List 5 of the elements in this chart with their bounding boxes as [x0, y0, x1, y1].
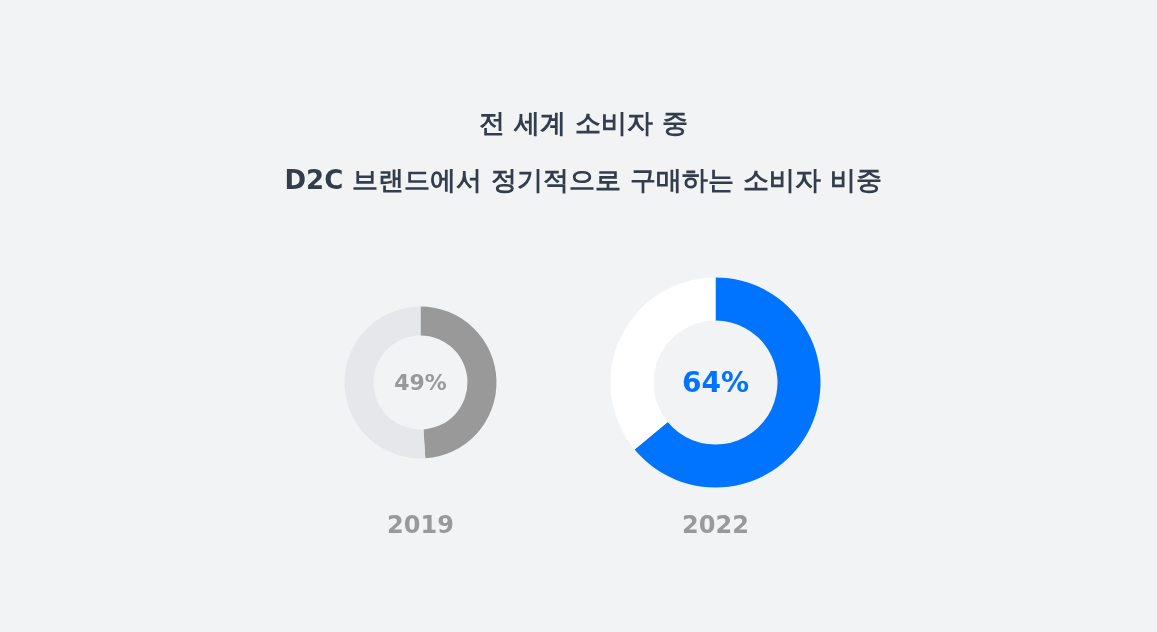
text: 전 세계 소비자 중 D2C 브랜드에서 정기적으로 구매하는 소비자 비중 [284, 107, 883, 197]
text: 2022 [682, 510, 749, 539]
text: 2019 [387, 510, 454, 539]
text: 64% [681, 366, 750, 399]
text: 49% [394, 370, 447, 395]
